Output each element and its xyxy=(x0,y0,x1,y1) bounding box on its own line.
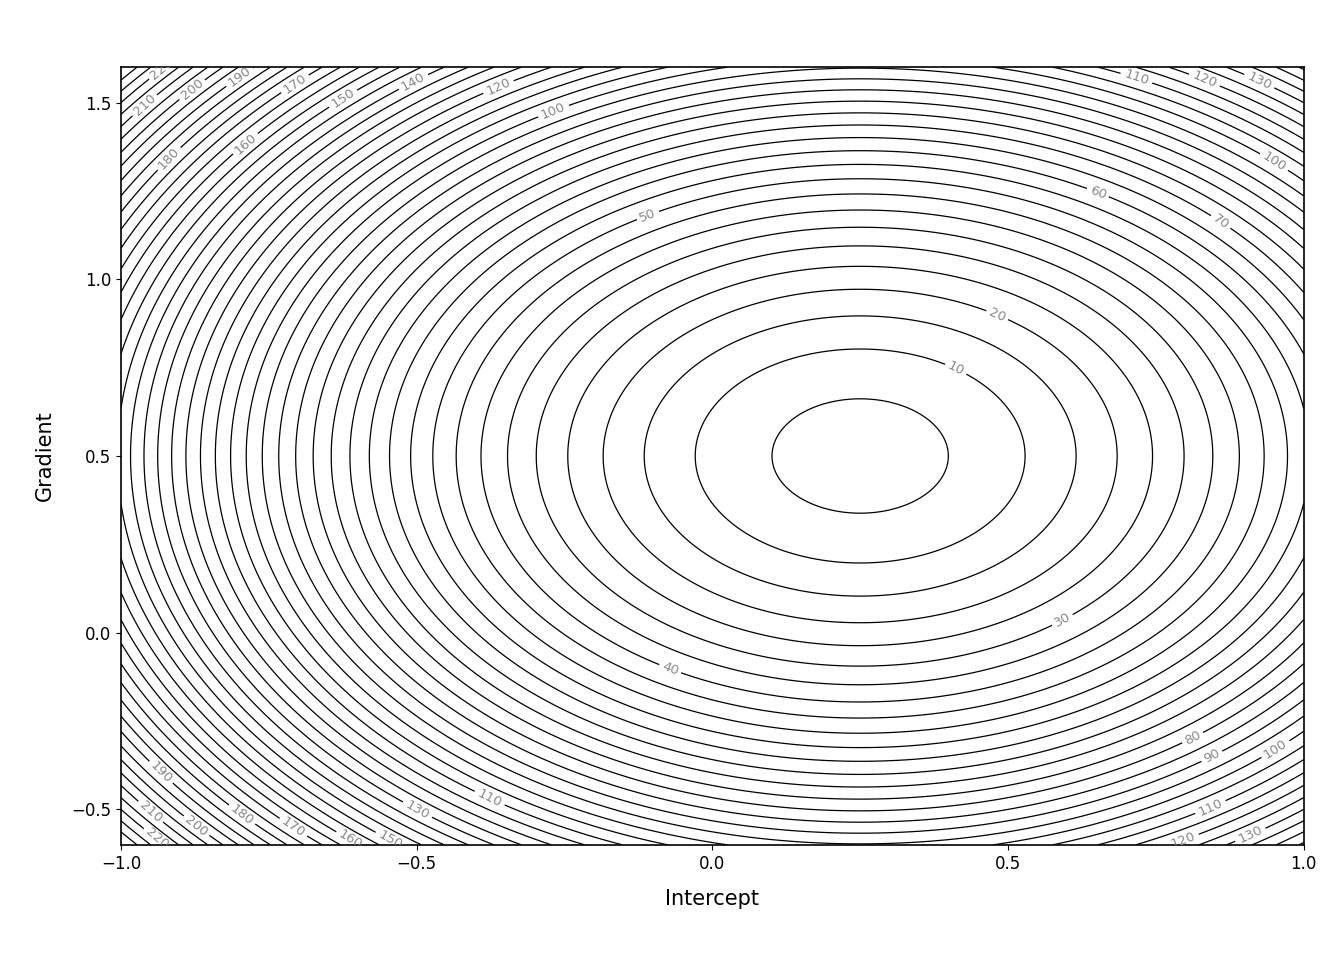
Text: 210: 210 xyxy=(137,799,164,826)
Text: 120: 120 xyxy=(484,76,512,98)
Text: 150: 150 xyxy=(376,828,405,852)
Text: 180: 180 xyxy=(156,145,183,172)
Text: 30: 30 xyxy=(1052,611,1073,630)
Text: 170: 170 xyxy=(281,71,309,96)
Text: 20: 20 xyxy=(986,305,1008,324)
Text: 160: 160 xyxy=(336,828,364,852)
Text: 220: 220 xyxy=(142,826,171,852)
Text: 160: 160 xyxy=(231,131,259,156)
Text: 50: 50 xyxy=(637,206,659,225)
Text: 200: 200 xyxy=(179,77,206,103)
Text: 70: 70 xyxy=(1210,212,1231,232)
Text: 170: 170 xyxy=(280,815,308,840)
Text: 150: 150 xyxy=(329,86,358,111)
X-axis label: Intercept: Intercept xyxy=(665,889,759,909)
Text: 100: 100 xyxy=(539,100,567,122)
Text: 110: 110 xyxy=(1122,68,1150,88)
Text: 100: 100 xyxy=(1259,150,1288,174)
Text: 110: 110 xyxy=(1196,796,1224,818)
Text: 210: 210 xyxy=(130,92,159,119)
Text: 120: 120 xyxy=(1191,69,1219,91)
Text: 90: 90 xyxy=(1202,747,1222,766)
Text: 110: 110 xyxy=(476,787,504,809)
Text: 100: 100 xyxy=(1262,737,1290,761)
Text: 190: 190 xyxy=(226,64,254,89)
Text: 130: 130 xyxy=(1245,70,1274,92)
Text: 220: 220 xyxy=(148,56,176,83)
Text: 140: 140 xyxy=(399,70,427,93)
Text: 40: 40 xyxy=(660,660,680,678)
Text: 10: 10 xyxy=(945,359,966,378)
Text: 190: 190 xyxy=(148,758,175,786)
Text: 80: 80 xyxy=(1183,728,1203,748)
Text: 200: 200 xyxy=(183,813,211,839)
Text: 180: 180 xyxy=(228,802,255,828)
Text: 60: 60 xyxy=(1087,183,1109,202)
Text: 130: 130 xyxy=(1236,824,1265,846)
Text: 130: 130 xyxy=(403,798,431,822)
Text: 120: 120 xyxy=(1169,829,1198,851)
Y-axis label: Gradient: Gradient xyxy=(35,411,55,501)
